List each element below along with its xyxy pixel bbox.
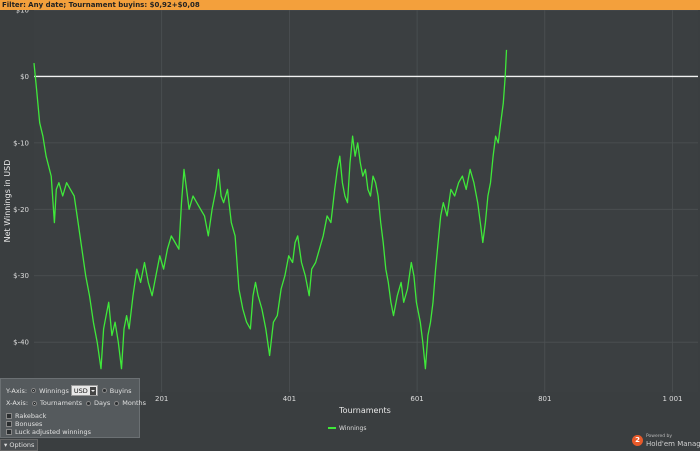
y-winnings-label: Winnings [39,386,69,395]
y-tick-label: $-40 [13,339,29,347]
brand: 2 Powered by Hold'em Manager [632,432,700,450]
y-winnings-radio[interactable] [31,388,37,393]
plot-background [34,10,698,392]
legend-label-winnings: Winnings [339,425,366,432]
x-days-radio[interactable] [86,400,92,406]
hem-logo-icon: 2 [632,435,643,446]
y-axis-label: Y-Axis: [6,386,28,395]
winnings-chart: $10$0$-10$-20$-30$-40 201 401 601 801 1 001 … [3,10,698,432]
currency-value: USD [73,386,88,395]
options-toggle-button[interactable]: ▾ Options [0,439,38,451]
y-buyins-radio[interactable] [101,388,107,393]
x-axis-label: X-Axis: [6,399,29,407]
x-days-label: Days [94,399,111,407]
y-ticks: $10 $0 $-10 $-20 $-30 $-40 [13,10,29,347]
y-tick-label: $10 [16,10,29,15]
x-axis-title: Tournaments [338,406,391,415]
y-axis-title: Net Winnings in USD [3,160,12,243]
y-buyins-label: Buyins [109,386,132,395]
y-tick-label: $-20 [13,206,29,214]
x-tournaments-radio[interactable] [32,400,38,406]
x-ticks: 201 401 601 801 1 001 [155,395,682,403]
bonuses-label: Bonuses [15,420,43,428]
rakeback-label: Rakeback [15,412,47,420]
x-tick-label: 401 [283,395,296,403]
x-tick-label: 801 [538,395,551,403]
bonuses-checkbox[interactable] [6,421,12,427]
x-tick-label: 201 [155,395,168,403]
luck-adjusted-row[interactable]: Luck adjusted winnings [6,428,91,436]
y-tick-label: $-30 [13,272,29,280]
options-panel: Y-Axis: Winnings USD Buyins X-Axis: Tour… [0,378,146,438]
chevron-down-icon[interactable] [89,386,96,395]
filter-bar[interactable]: Filter: Any date; Tournament buyins: $0,… [0,0,700,10]
collapse-arrow-icon: ▾ [4,441,8,449]
powered-by-label: Powered by [646,434,673,439]
x-tick-label: 601 [410,395,423,403]
bonuses-row[interactable]: Bonuses [6,420,42,428]
y-axis-row: Y-Axis: Winnings USD Buyins [6,385,132,396]
y-tick-label: $0 [20,73,29,81]
legend: Winnings [328,425,366,432]
x-axis-row: X-Axis: Tournaments Days Months [6,399,146,407]
y-tick-label: $-10 [13,139,29,147]
x-months-label: Months [122,399,147,407]
luck-adjusted-checkbox[interactable] [6,429,12,435]
filter-label: Filter: [2,1,26,9]
options-toggle-label: Options [9,441,35,449]
winnings-line [33,49,508,370]
x-tick-label: 1 001 [662,395,682,403]
filter-text: Any date; Tournament buyins: $0,92+$0,08 [28,1,200,9]
luck-adjusted-label: Luck adjusted winnings [15,428,91,436]
currency-select[interactable]: USD [70,385,98,396]
brand-name: Hold'em Manager [646,440,700,448]
rakeback-row[interactable]: Rakeback [6,412,46,420]
x-tournaments-label: Tournaments [40,399,83,407]
rakeback-checkbox[interactable] [6,413,12,419]
x-months-radio[interactable] [114,400,120,406]
